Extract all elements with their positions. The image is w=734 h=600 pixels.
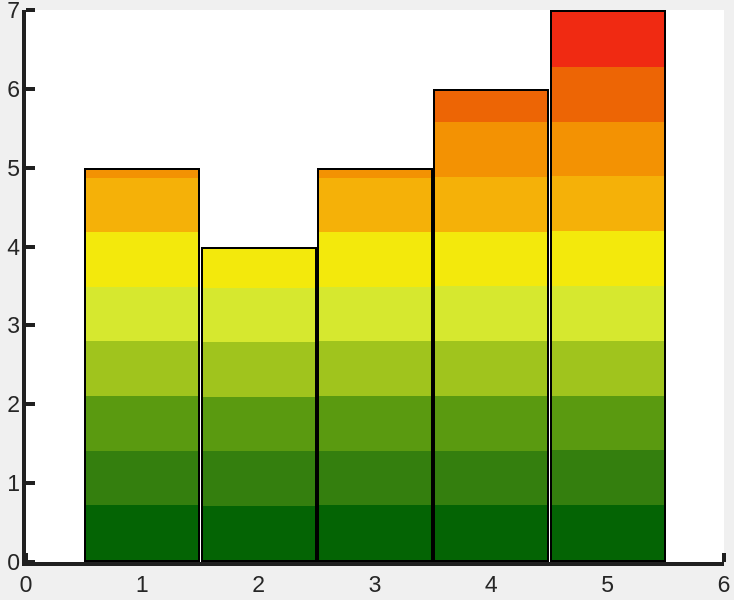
bar-x5-segment-6 <box>551 176 664 232</box>
bar-x5-segment-8 <box>551 66 664 122</box>
bar-x4-segment-1 <box>435 450 548 506</box>
bar-x3-segment-7 <box>318 169 432 178</box>
bar-x5-segment-7 <box>551 121 664 177</box>
bar-x3-segment-2 <box>318 396 432 451</box>
bar-x5-segment-0 <box>551 505 664 560</box>
bar-x2-segment-3 <box>202 342 315 397</box>
bar-x2-segment-2 <box>202 396 315 452</box>
bar-x2-segment-5 <box>202 248 315 288</box>
y-axis-tick-7 <box>26 8 35 12</box>
y-tick-label-2: 2 <box>7 391 20 418</box>
bar-x5-segment-1 <box>551 450 664 506</box>
y-tick-label-0: 0 <box>7 549 20 575</box>
y-axis-tick-2 <box>26 402 35 407</box>
bar-x4 <box>433 88 550 562</box>
bar-x4-segment-5 <box>435 231 548 287</box>
x-tick-label-5: 5 <box>601 571 615 597</box>
bar-x3-segment-4 <box>318 286 432 342</box>
y-tick-label-1: 1 <box>7 470 20 497</box>
y-tick-label-3: 3 <box>7 312 20 339</box>
bar-x5-segment-4 <box>551 286 664 341</box>
bar-x3-segment-5 <box>318 232 432 287</box>
bar-x4-segment-7 <box>435 122 548 177</box>
bar-x1-segment-2 <box>86 396 199 451</box>
x-tick-label-6: 6 <box>717 571 731 597</box>
bar-x3-segment-1 <box>318 450 432 506</box>
bar-x4-segment-4 <box>435 286 548 342</box>
bar-x2 <box>200 246 317 562</box>
x-axis-tick-6 <box>722 553 726 562</box>
bar-x1-segment-3 <box>86 341 199 397</box>
bar-x2-segment-1 <box>202 451 315 506</box>
x-tick-label-2: 2 <box>252 571 266 597</box>
bar-x4-segment-8 <box>435 90 548 123</box>
bar-x2-segment-0 <box>202 505 315 560</box>
bar-x4-segment-0 <box>435 505 548 560</box>
bar-x4-segment-3 <box>435 341 548 396</box>
y-tick-label-4: 4 <box>7 233 20 260</box>
bar-x3-segment-6 <box>318 177 432 233</box>
bar-x5-segment-9 <box>551 12 664 67</box>
y-tick-label-6: 6 <box>7 75 20 102</box>
y-axis-tick-1 <box>26 481 35 486</box>
bar-x3 <box>316 167 434 562</box>
bar-x1 <box>84 167 201 562</box>
x-tick-label-3: 3 <box>368 571 382 597</box>
y-axis-tick-6 <box>26 86 35 91</box>
bar-x1-segment-0 <box>86 505 199 560</box>
bar-x4-segment-2 <box>435 395 548 451</box>
bar-x3-segment-0 <box>318 505 432 560</box>
bar-x5 <box>549 10 666 562</box>
y-tick-label-7: 7 <box>7 0 20 23</box>
y-axis-tick-3 <box>26 323 35 328</box>
y-axis-tick-5 <box>26 165 35 170</box>
bar-x1-segment-4 <box>86 286 199 342</box>
bar-x2-segment-4 <box>202 287 315 343</box>
x-tick-label-4: 4 <box>484 571 498 597</box>
x-tick-label-0: 0 <box>19 571 33 597</box>
plot-area <box>22 8 726 566</box>
bar-x5-segment-5 <box>551 231 664 286</box>
y-axis-tick-0 <box>26 560 35 564</box>
x-tick-label-1: 1 <box>135 571 149 597</box>
x-axis-tick-0 <box>24 553 28 562</box>
bar-x1-segment-5 <box>86 232 199 287</box>
bar-x5-segment-3 <box>551 340 664 396</box>
y-tick-label-5: 5 <box>7 154 20 181</box>
bar-x1-segment-6 <box>86 177 199 233</box>
bar-x5-segment-2 <box>551 395 664 451</box>
y-axis-tick-4 <box>26 244 35 249</box>
bar-x4-segment-6 <box>435 176 548 232</box>
bar-x3-segment-3 <box>318 341 432 397</box>
bar-x1-segment-7 <box>86 169 199 178</box>
bar-x1-segment-1 <box>86 450 199 506</box>
